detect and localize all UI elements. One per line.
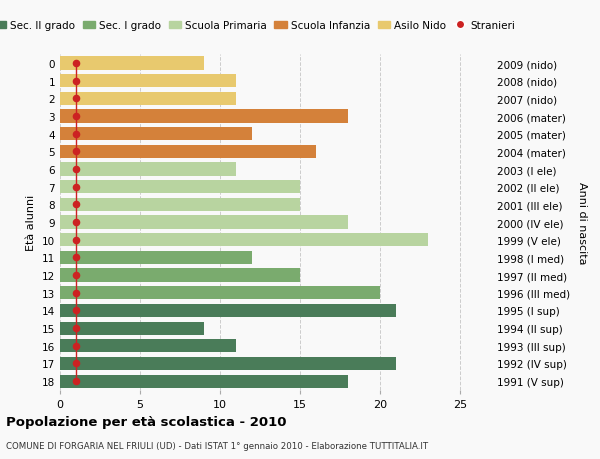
Point: [71, 307, 81, 314]
Point: [71, 166, 81, 174]
Bar: [60, 57, 204, 71]
Point: [71, 219, 81, 226]
Bar: [60, 269, 300, 282]
Bar: [60, 357, 396, 370]
Bar: [60, 128, 252, 141]
Point: [71, 254, 81, 262]
Point: [71, 95, 81, 103]
Bar: [60, 304, 396, 318]
Point: [71, 184, 81, 191]
Point: [71, 360, 81, 367]
Bar: [60, 375, 348, 388]
Bar: [60, 340, 236, 353]
Point: [71, 290, 81, 297]
Point: [71, 60, 81, 67]
Point: [71, 148, 81, 156]
Point: [71, 378, 81, 385]
Bar: [60, 198, 300, 212]
Point: [71, 131, 81, 138]
Y-axis label: Età alunni: Età alunni: [26, 195, 37, 251]
Legend: Sec. II grado, Sec. I grado, Scuola Primaria, Scuola Infanzia, Asilo Nido, Stran: Sec. II grado, Sec. I grado, Scuola Prim…: [0, 17, 519, 35]
Point: [71, 78, 81, 85]
Bar: [60, 146, 316, 159]
Point: [71, 113, 81, 120]
Point: [71, 272, 81, 279]
Point: [71, 236, 81, 244]
Bar: [60, 75, 236, 88]
Bar: [60, 93, 236, 106]
Point: [71, 342, 81, 350]
Point: [71, 202, 81, 209]
Text: COMUNE DI FORGARIA NEL FRIULI (UD) - Dati ISTAT 1° gennaio 2010 - Elaborazione T: COMUNE DI FORGARIA NEL FRIULI (UD) - Dat…: [6, 441, 428, 450]
Bar: [60, 286, 380, 300]
Bar: [60, 234, 428, 247]
Bar: [60, 322, 204, 335]
Y-axis label: Anni di nascita: Anni di nascita: [577, 181, 587, 264]
Bar: [60, 110, 348, 123]
Bar: [60, 181, 300, 194]
Bar: [60, 216, 348, 229]
Bar: [60, 251, 252, 264]
Point: [71, 325, 81, 332]
Bar: [60, 163, 236, 176]
Text: Popolazione per età scolastica - 2010: Popolazione per età scolastica - 2010: [6, 415, 287, 428]
